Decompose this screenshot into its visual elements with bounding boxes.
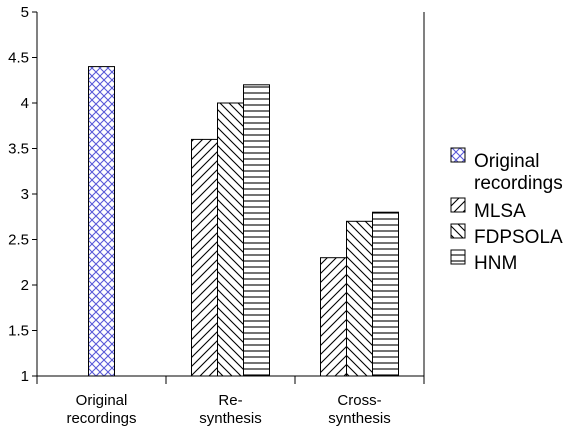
bar-original-recordings-0 — [88, 66, 115, 377]
bar-mlsa-2 — [320, 257, 347, 377]
bar-hnm-2 — [372, 211, 399, 377]
legend-swatch — [450, 223, 466, 239]
bar-fdpsola-1 — [217, 102, 244, 377]
legend-swatch — [450, 197, 466, 213]
legend-label: FDPSOLA — [474, 227, 563, 248]
bar-mlsa-1 — [191, 138, 218, 377]
category-label: recordings — [66, 410, 136, 427]
category-label: Re- — [218, 392, 242, 409]
legend-swatch — [450, 147, 466, 163]
y-tick-label: 3 — [21, 186, 29, 203]
category-label: Original — [76, 392, 128, 409]
legend-swatch — [450, 249, 466, 265]
y-tick-label: 4 — [21, 95, 29, 112]
legend-label: MLSA — [474, 201, 526, 222]
legend-label: HNM — [474, 253, 517, 274]
x-axis-ticks — [36, 376, 425, 384]
y-tick-label: 1 — [21, 368, 29, 385]
y-tick-label: 3.5 — [8, 141, 29, 158]
category-label: synthesis — [328, 410, 391, 427]
y-tick-label: 5 — [21, 4, 29, 21]
category-label: synthesis — [199, 410, 262, 427]
y-tick-label: 4.5 — [8, 50, 29, 67]
y-axis-ticks: 1 1.5 2 2.5 3 3.5 4 4.5 5 — [8, 4, 37, 385]
bars — [88, 66, 399, 377]
y-tick-label: 2.5 — [8, 232, 29, 249]
x-axis-category-labels: OriginalrecordingsRe-synthesisCross-synt… — [66, 392, 390, 427]
legend-label: Original — [474, 151, 539, 172]
bar-hnm-1 — [243, 84, 270, 377]
y-tick-label: 2 — [21, 277, 29, 294]
legend-label: recordings — [474, 173, 563, 194]
bar-fdpsola-2 — [346, 220, 373, 377]
y-tick-label: 1.5 — [8, 323, 29, 340]
category-label: Cross- — [337, 392, 381, 409]
